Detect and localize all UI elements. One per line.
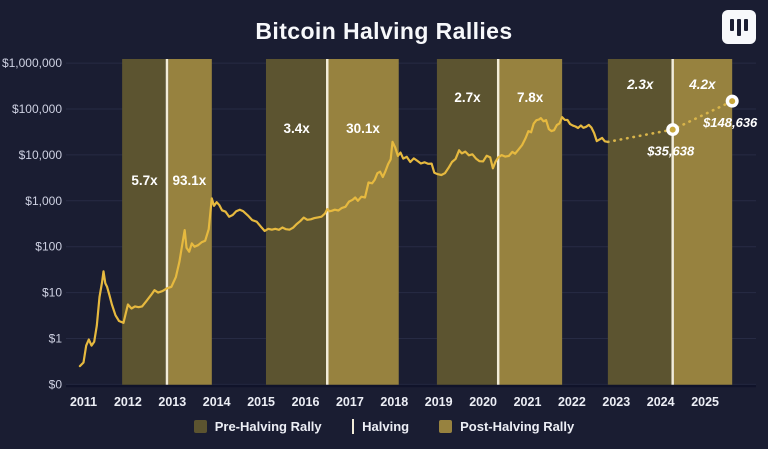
chart-title: Bitcoin Halving Rallies	[255, 18, 513, 44]
x-tick-label: 2025	[691, 395, 719, 409]
legend-label: Post-Halving Rally	[460, 419, 575, 434]
x-tick-label: 2014	[203, 395, 231, 409]
y-tick-label: $0	[49, 377, 63, 391]
pantera-logo-icon	[722, 10, 756, 44]
projection-value-label: $35,638	[646, 144, 695, 159]
projection-marker-center	[669, 126, 676, 133]
post-halving-multiplier-label: 7.8x	[517, 90, 544, 105]
x-tick-label: 2012	[114, 395, 142, 409]
legend-label: Pre-Halving Rally	[214, 419, 322, 434]
logo-bar-middle	[737, 19, 741, 36]
legend: Pre-Halving Rally Halving Post-Halving R…	[0, 419, 768, 434]
x-tick-label: 2013	[158, 395, 186, 409]
x-tick-label: 2017	[336, 395, 364, 409]
x-tick-label: 2019	[425, 395, 453, 409]
x-tick-label: 2023	[602, 395, 630, 409]
logo-bar-right	[744, 19, 748, 31]
y-tick-label: $1	[49, 332, 63, 346]
price-line	[78, 115, 610, 368]
x-tick-label: 2016	[292, 395, 320, 409]
y-tick-label: $10,000	[19, 148, 63, 162]
halving-line-swatch-icon	[351, 419, 355, 434]
pre-halving-band	[265, 59, 327, 385]
logo-bar-left	[730, 19, 734, 31]
pre-halving-multiplier-label: 3.4x	[283, 121, 310, 136]
legend-label: Halving	[362, 419, 410, 434]
post-halving-multiplier-label: 93.1x	[172, 173, 206, 188]
x-tick-label: 2015	[247, 395, 275, 409]
y-tick-label: $100,000	[12, 102, 62, 116]
post-halving-band	[328, 59, 399, 385]
pre-halving-multiplier-label: 2.7x	[454, 90, 481, 105]
post-halving-band	[499, 59, 563, 385]
x-tick-label: 2022	[558, 395, 586, 409]
pre-halving-swatch-icon	[193, 420, 207, 433]
x-tick-label: 2024	[647, 395, 675, 409]
x-tick-label: 2020	[469, 395, 497, 409]
y-tick-label: $10	[42, 286, 62, 300]
pre-halving-multiplier-label: 5.7x	[131, 173, 158, 188]
x-tick-label: 2021	[514, 395, 542, 409]
x-tick-label: 2018	[380, 395, 408, 409]
pre-halving-band	[436, 59, 497, 385]
y-tick-label: $100	[35, 240, 62, 254]
post-halving-multiplier-label: 30.1x	[346, 121, 380, 136]
post-halving-band	[673, 59, 733, 385]
pre-halving-band	[607, 59, 672, 385]
post-halving-multiplier-label: 4.2x	[688, 77, 716, 92]
projection-value-label: $148,636	[702, 115, 758, 130]
post-halving-swatch-icon	[439, 420, 453, 433]
pre-halving-multiplier-label: 2.3x	[626, 77, 654, 92]
y-tick-label: $1,000	[25, 194, 62, 208]
pre-halving-band	[122, 59, 166, 385]
legend-item-halving: Halving	[351, 419, 410, 434]
legend-item-pre-halving: Pre-Halving Rally	[193, 419, 322, 434]
projection-marker-center	[729, 98, 736, 105]
legend-item-post-halving: Post-Halving Rally	[439, 419, 574, 434]
post-halving-band	[168, 59, 212, 385]
y-tick-label: $1,000,000	[2, 56, 62, 70]
x-tick-label: 2011	[70, 395, 97, 409]
